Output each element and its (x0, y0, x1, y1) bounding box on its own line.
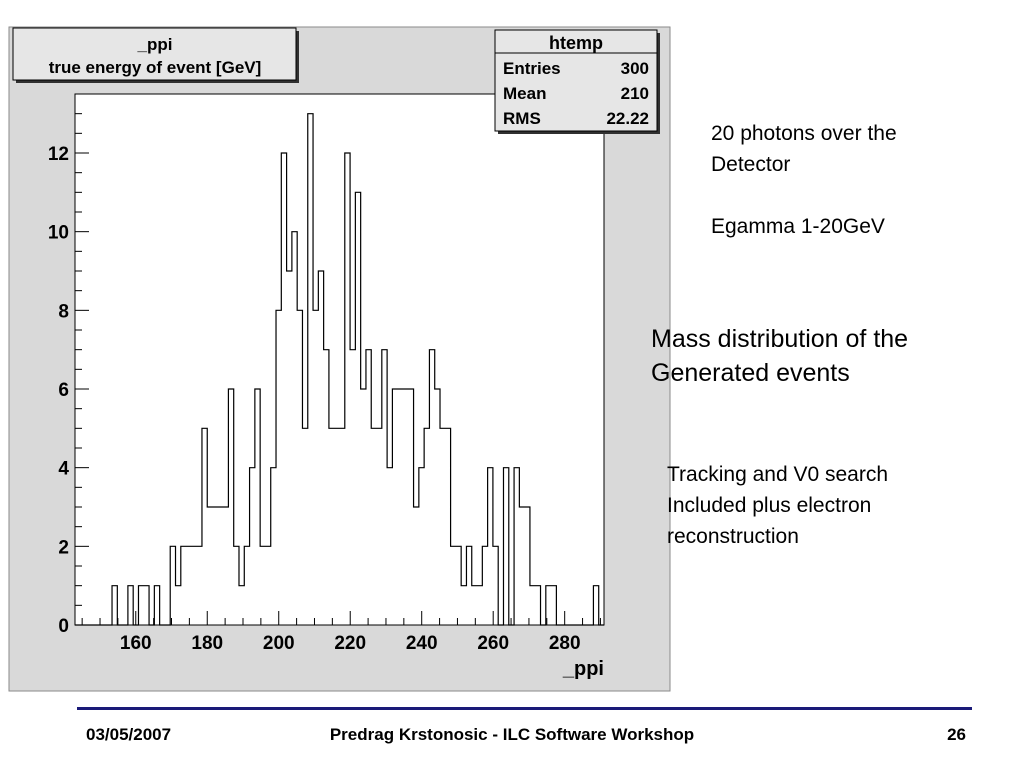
note-tracking-line-3: reconstruction (667, 525, 799, 548)
title-box: _ppi true energy of event [GeV] (12, 27, 299, 83)
stats-label-mean: Mean (503, 84, 546, 103)
y-tick-label: 12 (48, 144, 69, 165)
x-tick-label: 200 (263, 633, 295, 654)
x-tick-label: 260 (477, 633, 509, 654)
stats-label-rms: RMS (503, 109, 541, 128)
x-tick-label: 160 (120, 633, 152, 654)
footer-date: 03/05/2007 (86, 725, 172, 744)
stats-box: htemp Entries 300 Mean 210 RMS 22.22 (494, 29, 660, 134)
footer-page-number: 26 (947, 725, 966, 744)
stats-value-rms: 22.22 (606, 109, 649, 128)
note-tracking-line-2: Included plus electron (667, 494, 872, 517)
plot-frame (74, 93, 605, 626)
title-box-expression: true energy of event [GeV] (49, 58, 262, 77)
y-tick-label: 2 (58, 537, 69, 558)
x-tick-label: 280 (549, 633, 581, 654)
title-box-name: _ppi (137, 35, 173, 54)
note-egamma-line: Egamma 1-20GeV (711, 215, 885, 238)
note-mass-distribution: Mass distribution of the Generated event… (651, 322, 981, 390)
x-tick-label: 220 (334, 633, 366, 654)
y-tick-label: 0 (58, 616, 69, 637)
note-tracking-line-1: Tracking and V0 search (667, 463, 889, 486)
stats-value-mean: 210 (621, 84, 649, 103)
y-tick-label: 6 (58, 380, 69, 401)
note-photons: 20 photons over the Detector (711, 118, 971, 180)
footer-divider (77, 707, 972, 710)
note-photons-line-2: Detector (711, 153, 791, 176)
note-tracking: Tracking and V0 search Included plus ele… (667, 459, 997, 552)
footer-presenter: Predrag Krstonosic - ILC Software Worksh… (329, 725, 695, 744)
x-axis-title: _ppi (562, 658, 604, 680)
note-mass-line-1: Mass distribution of the (651, 325, 909, 353)
stats-box-name: htemp (549, 33, 603, 53)
note-egamma: Egamma 1-20GeV (711, 211, 971, 242)
y-tick-label: 4 (58, 459, 69, 480)
histogram-line (75, 113, 604, 626)
y-tick-label: 8 (58, 301, 69, 322)
x-tick-label: 240 (406, 633, 438, 654)
axes-layer: 160 180 200 220 240 260 280 0 2 4 6 8 10 12 (48, 93, 601, 654)
note-photons-line-1: 20 photons over the (711, 122, 897, 145)
stats-value-entries: 300 (621, 59, 649, 78)
y-tick-label: 10 (48, 223, 69, 244)
note-mass-line-2: Generated events (651, 359, 850, 387)
x-tick-label: 180 (191, 633, 223, 654)
stats-label-entries: Entries (503, 59, 561, 78)
